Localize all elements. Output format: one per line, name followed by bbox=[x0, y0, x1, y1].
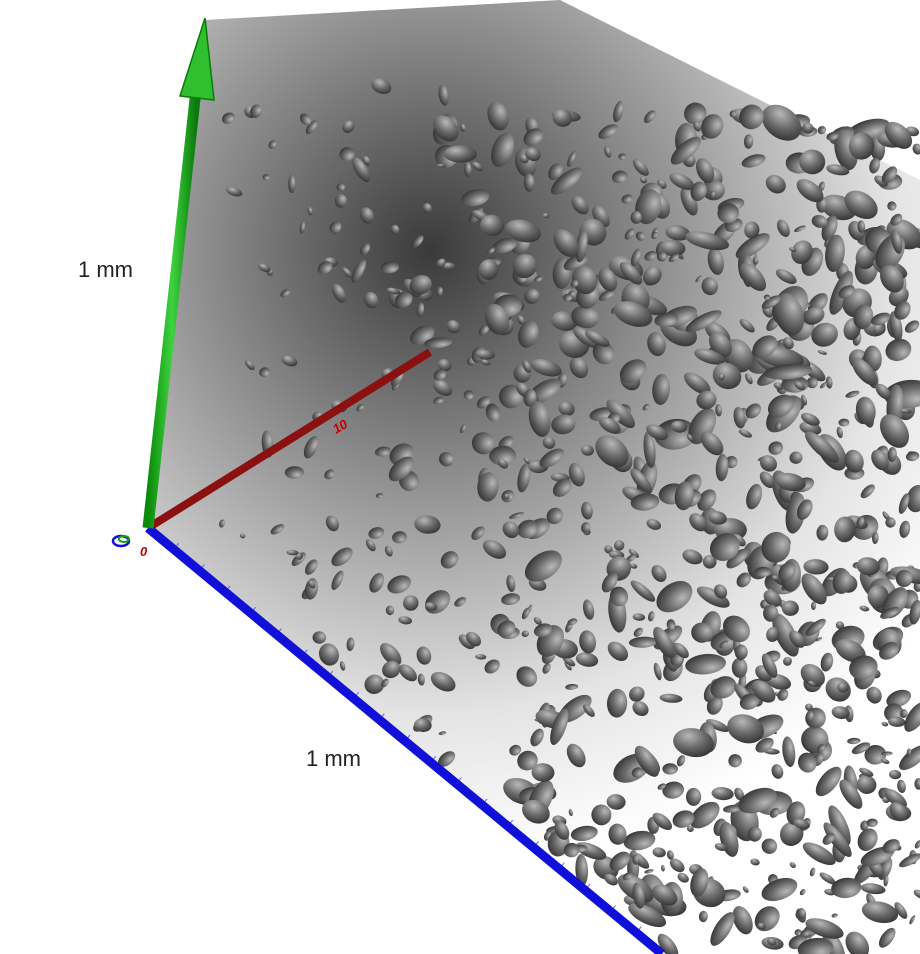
page: {"axes": {"y_label": "1 mm", "z_label": … bbox=[0, 0, 920, 954]
particle bbox=[288, 175, 295, 194]
origin-label: 0 bbox=[140, 544, 148, 559]
particle bbox=[911, 142, 920, 156]
particle bbox=[686, 788, 701, 806]
volume-render: 1 mm 1 mm 0 10 bbox=[0, 0, 920, 954]
z-axis-label: 1 mm bbox=[306, 746, 361, 771]
y-axis-label: 1 mm bbox=[78, 257, 133, 282]
